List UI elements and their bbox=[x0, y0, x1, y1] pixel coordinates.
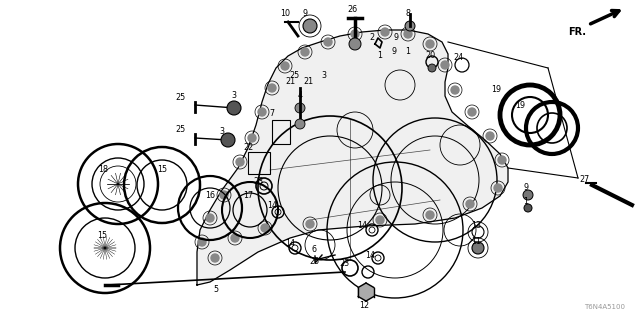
Text: 14: 14 bbox=[267, 201, 277, 210]
Circle shape bbox=[498, 156, 506, 164]
Circle shape bbox=[324, 38, 332, 46]
Text: 14: 14 bbox=[357, 220, 367, 229]
Text: 1: 1 bbox=[378, 51, 383, 60]
Text: 8: 8 bbox=[406, 10, 410, 19]
Text: 3: 3 bbox=[220, 127, 225, 137]
Circle shape bbox=[351, 30, 359, 38]
Text: 19: 19 bbox=[491, 85, 501, 94]
Circle shape bbox=[211, 254, 219, 262]
Polygon shape bbox=[358, 283, 374, 301]
Circle shape bbox=[466, 200, 474, 208]
Text: 5: 5 bbox=[213, 285, 219, 294]
Text: 21: 21 bbox=[285, 77, 295, 86]
Circle shape bbox=[227, 101, 241, 115]
Circle shape bbox=[206, 214, 214, 222]
Circle shape bbox=[494, 184, 502, 192]
Text: 14: 14 bbox=[285, 238, 295, 247]
Circle shape bbox=[376, 216, 384, 224]
Circle shape bbox=[486, 132, 494, 140]
Circle shape bbox=[231, 234, 239, 242]
Text: 9: 9 bbox=[394, 34, 399, 43]
Circle shape bbox=[404, 30, 412, 38]
Text: 15: 15 bbox=[157, 165, 167, 174]
Text: 25: 25 bbox=[175, 125, 185, 134]
Text: 26: 26 bbox=[347, 5, 357, 14]
Circle shape bbox=[405, 21, 415, 31]
Text: 27: 27 bbox=[580, 175, 590, 185]
Circle shape bbox=[236, 158, 244, 166]
Text: 22: 22 bbox=[243, 143, 253, 153]
Circle shape bbox=[221, 133, 235, 147]
Text: 20: 20 bbox=[425, 51, 435, 60]
Text: 2: 2 bbox=[369, 34, 374, 43]
Circle shape bbox=[472, 242, 484, 254]
Text: 9: 9 bbox=[524, 183, 529, 193]
Circle shape bbox=[295, 103, 305, 113]
Circle shape bbox=[220, 191, 228, 199]
Circle shape bbox=[268, 84, 276, 92]
Circle shape bbox=[428, 64, 436, 72]
Text: 12: 12 bbox=[359, 301, 369, 310]
Polygon shape bbox=[197, 30, 508, 285]
Circle shape bbox=[261, 224, 269, 232]
Text: 3: 3 bbox=[321, 70, 326, 79]
Text: 6: 6 bbox=[312, 245, 317, 254]
Circle shape bbox=[468, 108, 476, 116]
Text: 21: 21 bbox=[303, 77, 313, 86]
Text: 13: 13 bbox=[471, 221, 481, 230]
Circle shape bbox=[303, 19, 317, 33]
Text: 25: 25 bbox=[309, 258, 319, 267]
Circle shape bbox=[524, 204, 532, 212]
Text: 7: 7 bbox=[269, 109, 275, 118]
Circle shape bbox=[198, 238, 206, 246]
Circle shape bbox=[301, 48, 309, 56]
Circle shape bbox=[426, 40, 434, 48]
Text: 11: 11 bbox=[471, 237, 481, 246]
Text: 23: 23 bbox=[253, 178, 263, 187]
Circle shape bbox=[451, 86, 459, 94]
Circle shape bbox=[281, 62, 289, 70]
Circle shape bbox=[441, 61, 449, 69]
Text: 19: 19 bbox=[515, 100, 525, 109]
Circle shape bbox=[426, 211, 434, 219]
Text: 15: 15 bbox=[97, 231, 107, 241]
Circle shape bbox=[258, 108, 266, 116]
Text: 17: 17 bbox=[243, 191, 253, 201]
Text: 9: 9 bbox=[392, 47, 397, 57]
Text: 1: 1 bbox=[524, 197, 529, 206]
Text: 10: 10 bbox=[280, 10, 290, 19]
Text: 4: 4 bbox=[298, 91, 303, 100]
Text: 9: 9 bbox=[303, 10, 308, 19]
Text: 16: 16 bbox=[205, 191, 215, 201]
Circle shape bbox=[306, 220, 314, 228]
Circle shape bbox=[523, 190, 533, 200]
Circle shape bbox=[248, 134, 256, 142]
Circle shape bbox=[349, 38, 361, 50]
Text: 14: 14 bbox=[365, 252, 375, 260]
Text: 24: 24 bbox=[453, 53, 463, 62]
Circle shape bbox=[295, 119, 305, 129]
Text: 1: 1 bbox=[406, 47, 410, 57]
Text: 3: 3 bbox=[232, 91, 237, 100]
Circle shape bbox=[381, 28, 389, 36]
Text: 23: 23 bbox=[339, 260, 349, 268]
Text: 25: 25 bbox=[289, 70, 299, 79]
Text: T6N4A5100: T6N4A5100 bbox=[584, 304, 625, 310]
Text: 18: 18 bbox=[98, 165, 108, 174]
Text: FR.: FR. bbox=[568, 27, 586, 37]
Text: 25: 25 bbox=[175, 93, 185, 102]
